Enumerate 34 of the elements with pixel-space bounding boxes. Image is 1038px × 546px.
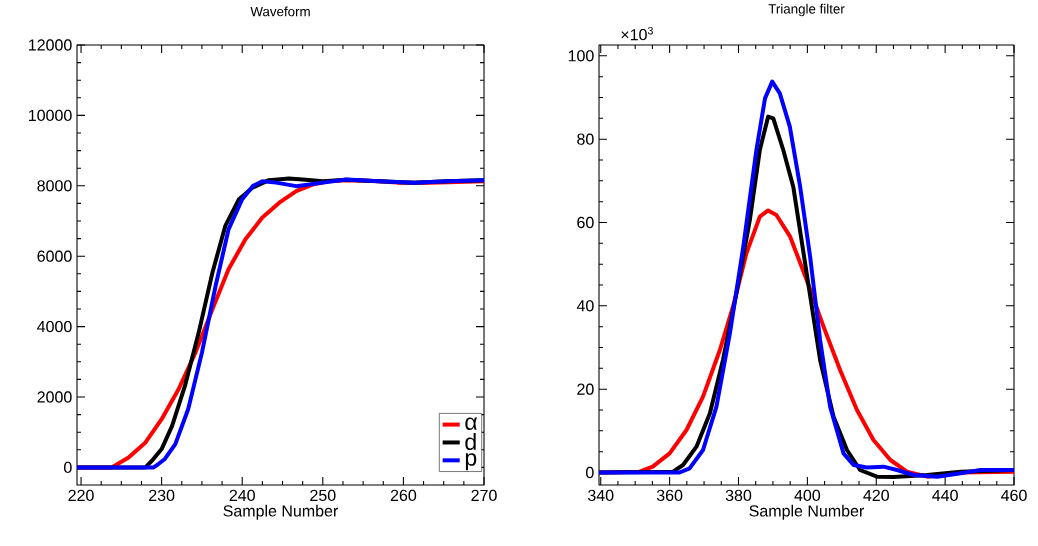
y-tick-label: 60 [577,216,594,229]
y-tick-label: 12000 [29,39,72,51]
y-tick-label: 8000 [37,180,72,192]
x-axis-title: Sample Number [223,504,339,520]
chart-title: Waveform [250,6,310,17]
y-tick-label: 20 [577,383,594,395]
x-tick-label: 380 [725,489,752,502]
x-tick-label: 220 [68,489,94,502]
y-tick-label: 2000 [37,391,72,403]
x-tick-label: 420 [863,489,889,502]
x-tick-label: 340 [587,489,614,502]
x-tick-label: 260 [390,489,417,502]
y-tick-label: 0 [64,461,72,474]
x-tick-label: 460 [1001,489,1027,502]
legend-label: α [465,417,478,431]
x-tick-label: 440 [932,489,958,502]
y-tick-label: 6000 [37,250,72,262]
x-tick-label: 400 [794,489,821,502]
y-tick-label: 10000 [29,109,72,122]
text: ×10$^{3}$ [621,26,653,41]
legend-label: p [465,453,477,471]
y-tick-label: 80 [577,133,594,145]
y-tick-label: 100 [568,50,594,62]
legend-label: d [465,433,476,451]
x-tick-label: 360 [656,489,683,502]
x-tick-label: 270 [471,489,497,502]
x-tick-label: 230 [149,489,175,502]
x-tick-label: 250 [310,489,336,502]
chart-title: Triangle filter [768,3,845,17]
x-axis-title: Sample Number [749,504,865,520]
y-tick-label: 40 [576,300,594,312]
y-tick-label: 4000 [37,320,72,333]
y-tick-label: 0 [586,466,594,479]
x-tick-label: 240 [229,489,255,502]
